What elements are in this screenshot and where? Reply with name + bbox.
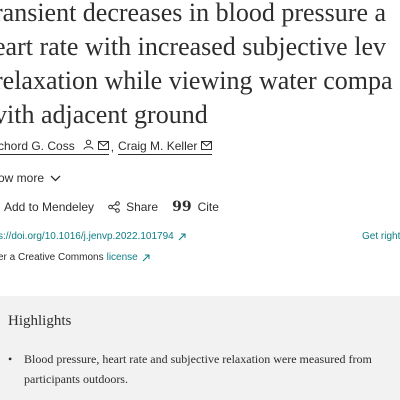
add-to-mendeley-button[interactable]: Add to Mendeley	[4, 200, 94, 214]
title-line: ransient decreases in blood pressure a	[0, 0, 387, 27]
author-link-coss[interactable]: chord G. Coss	[0, 139, 109, 155]
mail-icon	[201, 139, 213, 153]
author-name: chord G. Coss	[0, 139, 75, 153]
external-link-icon	[142, 254, 150, 262]
highlight-text: Blood pressure, heart rate and subjectiv…	[24, 352, 372, 386]
license-link-label: license	[106, 252, 138, 263]
person-icon	[83, 139, 94, 153]
share-label: Share	[126, 200, 159, 214]
share-button[interactable]: Share	[108, 200, 158, 214]
show-more-button[interactable]: ow more	[0, 171, 61, 185]
article-toolbar: Add to Mendeley Share 99 Cite	[4, 200, 233, 214]
external-link-icon	[178, 233, 186, 241]
author-separator: ,	[110, 140, 115, 154]
share-icon	[108, 201, 126, 213]
license-link[interactable]: license	[107, 252, 150, 263]
article-title: ransient decreases in blood pressure a e…	[0, 0, 400, 132]
doi-text: s://doi.org/10.1016/j.jenvp.2022.101794	[0, 231, 174, 242]
quote-icon: 99	[172, 199, 192, 215]
author-link-keller[interactable]: Craig M. Keller	[118, 139, 213, 155]
get-rights-link[interactable]: Get right	[362, 231, 400, 242]
list-item: • Blood pressure, heart rate and subject…	[8, 349, 392, 389]
license-line: er a Creative Commons license	[0, 252, 150, 263]
highlights-section: Highlights • Blood pressure, heart rate …	[0, 296, 400, 400]
title-line: eart rate with increased subjective lev	[0, 32, 386, 61]
bullet-icon: •	[8, 352, 13, 366]
highlights-heading: Highlights	[8, 313, 72, 329]
title-line: vith adjacent ground	[0, 100, 208, 129]
chevron-down-icon	[50, 175, 61, 182]
mail-icon	[97, 139, 109, 153]
cite-button[interactable]: 99 Cite	[172, 200, 219, 214]
show-more-label: ow more	[0, 171, 45, 185]
cite-label: Cite	[197, 200, 219, 214]
license-text: er a Creative Commons	[0, 252, 104, 263]
author-name: Craig M. Keller	[118, 139, 198, 153]
title-line: relaxation while viewing water compa	[0, 66, 393, 95]
author-list: chord G. Coss , Craig M. Keller	[0, 139, 213, 155]
mendeley-label: Add to Mendeley	[4, 200, 95, 214]
doi-link[interactable]: s://doi.org/10.1016/j.jenvp.2022.101794	[0, 231, 186, 242]
